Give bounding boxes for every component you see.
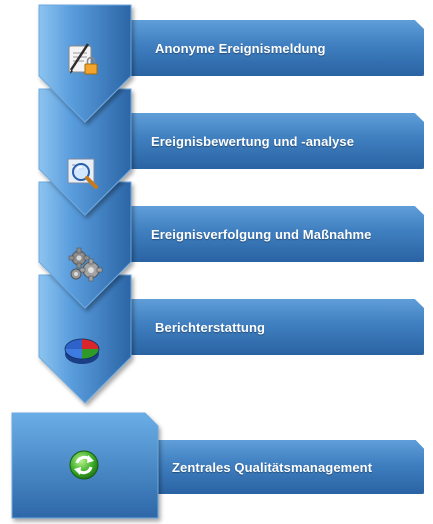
magnifier-document-icon bbox=[67, 158, 98, 189]
pie-chart-icon bbox=[64, 338, 100, 364]
gears-icon bbox=[68, 247, 103, 282]
central-label: Zentrales Qualitätsmanagement bbox=[172, 460, 373, 475]
refresh-arrows-icon bbox=[69, 450, 99, 480]
step-label-1: Anonyme Ereignismeldung bbox=[155, 41, 326, 56]
step-label-3: Ereignisverfolgung und Maßnahme bbox=[151, 227, 372, 242]
step-bar-3 bbox=[118, 206, 424, 262]
step-label-2: Ereignisbewertung und -analyse bbox=[151, 134, 355, 149]
step-label-4: Berichterstattung bbox=[155, 320, 266, 335]
step-bar-1 bbox=[118, 20, 424, 76]
notepad-pen-lock-icon bbox=[68, 43, 98, 75]
step-bar-2 bbox=[118, 113, 424, 169]
central-bar bbox=[146, 440, 424, 494]
step-bar-4 bbox=[118, 299, 424, 355]
